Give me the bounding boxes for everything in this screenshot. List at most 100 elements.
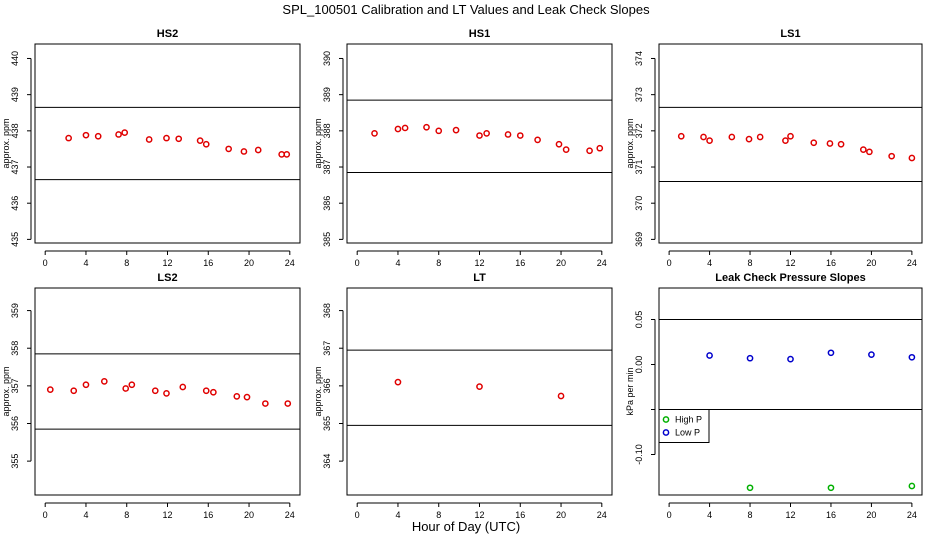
x-tick-label: 4 <box>707 510 712 520</box>
x-tick-label: 20 <box>556 258 566 268</box>
data-point <box>82 131 90 139</box>
data-point <box>706 137 713 144</box>
legend-label: Low P <box>675 428 700 438</box>
data-point <box>82 381 90 389</box>
data-point <box>827 349 835 357</box>
y-tick-label: 356 <box>10 416 20 431</box>
data-point <box>394 125 402 133</box>
y-tick-label: 364 <box>322 454 332 469</box>
x-tick-label: 8 <box>124 258 129 268</box>
x-tick-label: 20 <box>866 258 876 268</box>
x-tick-label: 4 <box>83 510 88 520</box>
data-point <box>787 355 794 363</box>
data-point <box>283 151 291 158</box>
panel-hs2: HS2 0 4 8 12 16 20 24 435 436 437 438 439 440 approx. … <box>1 28 301 268</box>
panel-title: LS1 <box>780 28 800 40</box>
x-tick-label: 0 <box>667 258 672 268</box>
y-tick-label: 374 <box>634 51 644 66</box>
y-tick-label: 367 <box>322 341 332 356</box>
y-tick-label: 358 <box>10 341 20 356</box>
y-tick-label: 0.00 <box>634 356 644 374</box>
data-point <box>65 134 72 142</box>
x-tick-label: 8 <box>436 258 441 268</box>
data-point <box>888 152 896 160</box>
x-tick-label: 8 <box>124 510 129 520</box>
legend-label: High P <box>675 415 702 425</box>
y-tick-label: 366 <box>322 378 332 393</box>
data-point <box>476 132 483 139</box>
data-point <box>746 354 754 362</box>
data-point <box>145 136 153 143</box>
data-point <box>394 378 402 386</box>
y-tick-label: 387 <box>322 160 332 175</box>
y-axis-label: approx. ppm <box>1 366 11 416</box>
y-tick-label: 386 <box>322 196 332 211</box>
data-point <box>175 135 183 143</box>
x-tick-label: 8 <box>748 258 753 268</box>
x-tick-label: 12 <box>474 258 484 268</box>
data-point <box>706 352 713 359</box>
y-axis-label: kPa per min <box>625 367 635 415</box>
data-point <box>837 140 845 148</box>
x-tick-label: 4 <box>395 510 400 520</box>
y-tick-label: 371 <box>634 160 644 175</box>
x-tick-label: 24 <box>285 258 295 268</box>
y-tick-label: 439 <box>10 87 20 102</box>
data-point <box>452 126 460 134</box>
y-tick-label: 440 <box>10 51 20 66</box>
y-tick-label: 357 <box>10 378 20 393</box>
y-tick-label: 372 <box>634 123 644 138</box>
x-tick-label: 0 <box>355 510 360 520</box>
x-tick-label: 16 <box>203 258 213 268</box>
x-tick-label: 8 <box>436 510 441 520</box>
y-axis-label: approx. ppm <box>313 118 323 168</box>
data-point <box>233 393 241 400</box>
y-tick-label: 436 <box>10 196 20 211</box>
data-point <box>827 484 835 492</box>
data-point <box>908 353 916 361</box>
data-point <box>908 154 916 162</box>
y-tick-label: 373 <box>634 87 644 102</box>
x-tick-label: 20 <box>244 510 254 520</box>
plot-frame <box>34 287 301 496</box>
x-tick-label: 12 <box>474 510 484 520</box>
data-point <box>557 392 565 400</box>
x-tick-label: 16 <box>515 258 525 268</box>
panel-title: HS1 <box>469 28 490 40</box>
data-point <box>859 146 867 154</box>
panel-hs1: HS1 0 4 8 12 16 20 24 385 386 387 388 389 390 approx. … <box>313 28 613 268</box>
data-point <box>787 132 794 140</box>
data-point <box>476 383 483 390</box>
data-point <box>179 383 187 391</box>
panel-title: HS2 <box>157 28 178 40</box>
legend-marker <box>662 416 670 423</box>
data-point <box>163 390 170 397</box>
data-point <box>243 393 251 401</box>
data-point <box>225 145 233 153</box>
x-tick-label: 16 <box>203 510 213 520</box>
data-point <box>756 133 764 141</box>
data-point <box>700 133 707 141</box>
y-tick-label: 369 <box>634 232 644 247</box>
data-point <box>163 134 170 142</box>
y-axis-label: approx. ppm <box>313 366 323 416</box>
data-point <box>284 400 292 407</box>
data-point <box>100 377 108 385</box>
y-tick-label: 365 <box>322 416 332 431</box>
panel-title: LT <box>473 272 486 284</box>
y-tick-label: 438 <box>10 123 20 138</box>
y-axis-label: approx. ppm <box>625 118 635 168</box>
y-tick-label: 385 <box>322 232 332 247</box>
data-point <box>516 132 524 139</box>
x-tick-label: 24 <box>597 510 607 520</box>
x-tick-label: 0 <box>43 258 48 268</box>
x-tick-label: 20 <box>244 258 254 268</box>
data-point <box>423 123 430 131</box>
x-tick-label: 12 <box>785 510 795 520</box>
x-tick-label: 0 <box>43 510 48 520</box>
x-tick-label: 12 <box>162 258 172 268</box>
x-tick-label: 16 <box>515 510 525 520</box>
plot-frame <box>658 287 923 496</box>
data-point <box>240 148 248 155</box>
